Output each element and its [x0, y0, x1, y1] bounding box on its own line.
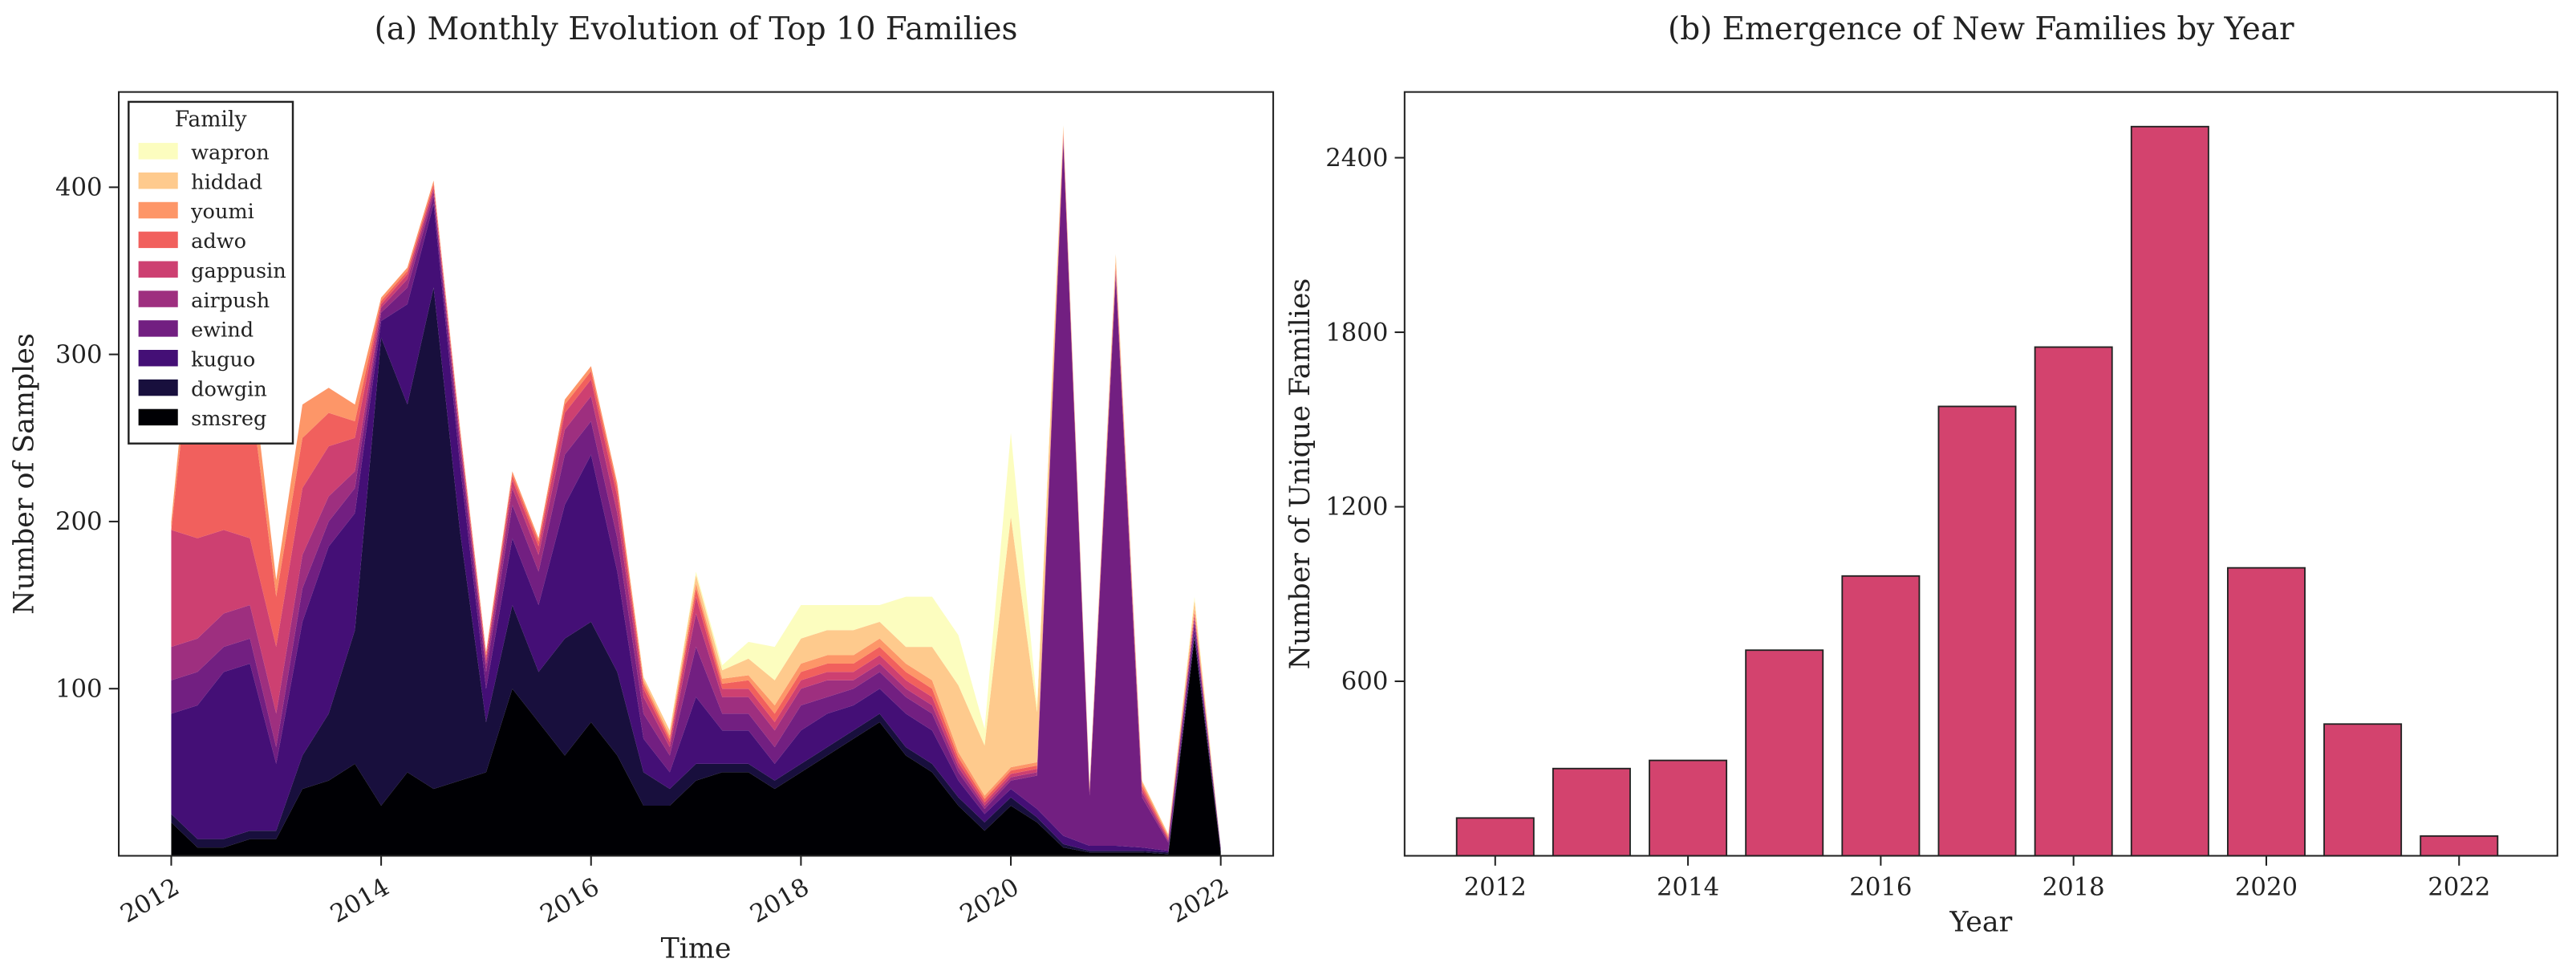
- x-tick-label: 2012: [1464, 874, 1527, 902]
- y-tick-label: 300: [55, 341, 103, 369]
- x-tick-label: 2020: [2235, 874, 2298, 902]
- x-tick-label: 2018: [746, 873, 814, 928]
- legend: Family wapron hiddad youmi adwo gappusin airpu…: [128, 100, 294, 445]
- x-tick-label: 2012: [116, 873, 185, 928]
- legend-label: airpush: [191, 289, 270, 313]
- x-tick-label: 2016: [536, 873, 604, 928]
- bar: [1552, 767, 1631, 857]
- y-tick-label: 1800: [1325, 319, 1388, 347]
- bar: [2034, 346, 2113, 857]
- legend-label: wapron: [191, 141, 270, 165]
- y-tick-label: 400: [55, 174, 103, 202]
- area: [171, 142, 1221, 851]
- bar: [1841, 575, 1921, 857]
- subplot: (b) Emergence of New Families by Year 600…: [1284, 11, 2558, 939]
- legend-label: dowgin: [191, 377, 267, 401]
- legend-label: ewind: [191, 319, 254, 343]
- y-tick-label: 100: [55, 675, 103, 703]
- y-tick-label: 2400: [1325, 144, 1388, 173]
- subplot-title: (b) Emergence of New Families by Year: [1668, 11, 2294, 47]
- area: [171, 638, 1221, 856]
- legend-label: smsreg: [191, 407, 266, 431]
- legend-swatch: [138, 261, 178, 278]
- y-tick-label: 200: [55, 508, 103, 536]
- legend-swatch: [138, 379, 178, 396]
- area: [171, 287, 1221, 855]
- bar: [2323, 723, 2403, 857]
- legend-swatch: [138, 408, 178, 426]
- legend-label: hiddad: [191, 170, 262, 194]
- bar: [2420, 835, 2499, 857]
- bar: [1937, 405, 2017, 857]
- legend-swatch: [138, 172, 178, 189]
- y-axis-label: Number of Samples: [9, 333, 41, 615]
- legend-label: kuguo: [191, 347, 255, 372]
- area: [171, 204, 1221, 853]
- legend-swatch: [138, 231, 178, 249]
- legend-swatch: [138, 350, 178, 367]
- bar: [1649, 759, 1728, 857]
- y-tick-label: 600: [1341, 668, 1389, 696]
- bar: [2226, 567, 2306, 857]
- axes-frame: [118, 91, 1275, 857]
- legend-label: gappusin: [191, 259, 286, 283]
- subplot-title: (a) Monthly Evolution of Top 10 Families: [375, 11, 1018, 47]
- x-tick-label: 2020: [955, 873, 1024, 928]
- x-axis-label: Year: [1949, 907, 2012, 939]
- subplot: (a) Monthly Evolution of Top 10 Families…: [9, 11, 1275, 965]
- x-tick-label: 2014: [1657, 874, 1719, 902]
- x-tick-label: 2022: [1166, 873, 1234, 928]
- x-tick-label: 2018: [2043, 874, 2105, 902]
- axes-frame: [1403, 91, 2558, 857]
- bar: [1745, 649, 1824, 857]
- x-tick-label: 2016: [1849, 874, 1912, 902]
- y-tick-label: 1200: [1325, 494, 1388, 522]
- area: [171, 125, 1221, 848]
- legend-swatch: [138, 320, 178, 337]
- bar: [2130, 125, 2209, 857]
- bar: [1455, 817, 1535, 857]
- legend-title: Family: [175, 108, 247, 132]
- legend-label: youmi: [190, 200, 254, 224]
- x-tick-label: 2022: [2428, 874, 2490, 902]
- legend-swatch: [138, 201, 178, 219]
- y-axis-label: Number of Unique Families: [1284, 278, 1316, 670]
- x-tick-label: 2014: [326, 873, 394, 928]
- x-axis-label: Time: [661, 932, 732, 965]
- legend-label: adwo: [191, 230, 246, 254]
- legend-swatch: [138, 290, 178, 307]
- legend-swatch: [138, 143, 178, 160]
